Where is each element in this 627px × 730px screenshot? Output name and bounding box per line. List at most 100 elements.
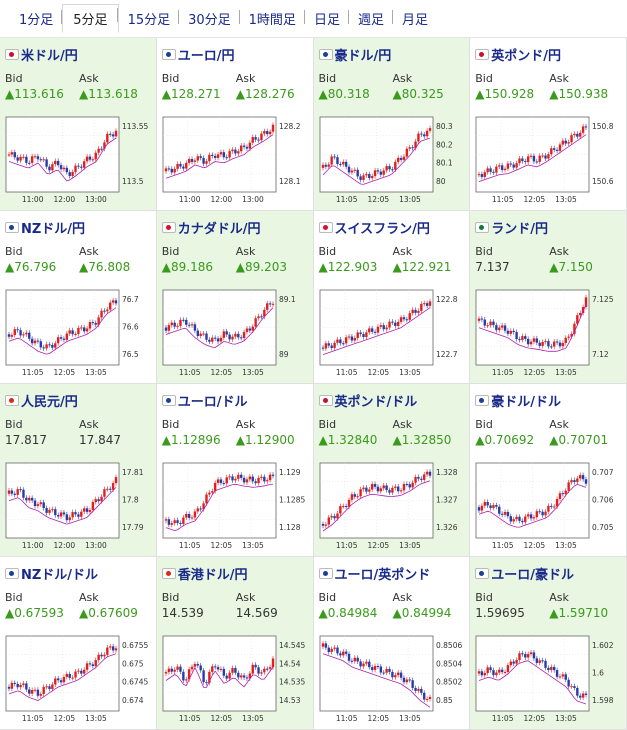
ask-value: ▲0.84994	[392, 606, 452, 620]
ask-value: ▲0.70701	[549, 433, 609, 447]
pair-title-link[interactable]: NZドル/ドル	[5, 564, 98, 583]
pair-card[interactable]: NZドル/ドル Bid Ask ▲0.67593 ▲0.67609 0.6755 0.675…	[0, 557, 157, 730]
pair-card[interactable]: 豪ドル/ドル Bid Ask ▲0.70692 ▲0.70701 0.707 0.706 0.…	[470, 384, 627, 557]
ask-value: ▲122.921	[392, 260, 452, 274]
pair-title-link[interactable]: 豪ドル/円	[318, 45, 392, 64]
x-tick-label: 12:05	[54, 368, 76, 377]
mini-candlestick-chart[interactable]: 113.55 113.5 11:00 12:00 13:00	[4, 114, 154, 206]
x-tick-label: 13:05	[399, 368, 421, 377]
pair-name: ランド/円	[491, 222, 548, 237]
ask-label: Ask	[549, 418, 569, 431]
bid-label: Bid	[5, 591, 23, 604]
pair-title-link[interactable]: ユーロ/ドル	[161, 391, 248, 410]
pair-card[interactable]: ユーロ/英ポンド Bid Ask ▲0.84984 ▲0.84994 0.8506 0.85…	[313, 557, 471, 730]
y-tick-label: 0.8502	[436, 678, 462, 687]
pair-title-link[interactable]: 英ポンド/ドル	[318, 391, 417, 410]
x-tick-label: 11:05	[492, 541, 514, 550]
pair-name: ユーロ/円	[177, 49, 235, 64]
mini-candlestick-chart[interactable]: 80.3 80.2 80.1 80 11:05 12:05 13:05	[318, 114, 468, 206]
pair-title-link[interactable]: 米ドル/円	[5, 45, 78, 64]
flag-icon	[318, 568, 333, 579]
y-tick-label: 14.54	[279, 659, 301, 668]
bid-value: ▲128.271	[161, 87, 221, 101]
pair-card[interactable]: ユーロ/ドル Bid Ask ▲1.12896 ▲1.12900 1.129 1.1285 1…	[156, 384, 314, 557]
ask-label: Ask	[79, 418, 99, 431]
y-tick-label: 80.2	[436, 140, 453, 149]
pair-title-link[interactable]: ユーロ/英ポンド	[318, 564, 430, 583]
pair-title-link[interactable]: 豪ドル/ドル	[475, 391, 561, 410]
y-tick-label: 0.706	[592, 496, 614, 505]
pair-title-link[interactable]: カナダドル/円	[161, 218, 261, 237]
mini-candlestick-chart[interactable]: 76.7 76.6 76.5 11:05 12:05 13:05	[4, 287, 154, 379]
pair-card[interactable]: 英ポンド/ドル Bid Ask ▲1.32840 ▲1.32850 1.328 1.327 1…	[313, 384, 471, 557]
bid-value: ▲1.32840	[318, 433, 378, 447]
pair-title-link[interactable]: ユーロ/豪ドル	[475, 564, 574, 583]
bid-label: Bid	[5, 418, 23, 431]
pair-title-link[interactable]: 香港ドル/円	[161, 564, 248, 583]
x-tick-label: 11:05	[492, 368, 514, 377]
mini-candlestick-chart[interactable]: 17.81 17.8 17.79 11:00 12:00 13:00	[4, 460, 154, 552]
tab-1[interactable]: 1分足	[10, 7, 63, 30]
y-tick-label: 0.8504	[436, 659, 462, 668]
pair-name: 豪ドル/円	[334, 49, 392, 64]
pair-title-link[interactable]: ユーロ/円	[161, 45, 235, 64]
timeframe-tabs: 1分足 5分足 15分足 30分足 1時間足 日足 週足 月足	[0, 0, 627, 38]
y-tick-label: 0.6755	[122, 641, 148, 650]
x-tick-label: 13:05	[399, 195, 421, 204]
pair-card[interactable]: スイスフラン/円 Bid Ask ▲122.903 ▲122.921 122.8 122.7…	[313, 211, 471, 384]
x-tick-label: 11:05	[492, 195, 514, 204]
y-tick-label: 89.1	[279, 295, 296, 304]
tab-6[interactable]: 日足	[305, 7, 349, 30]
pair-card[interactable]: ユーロ/豪ドル Bid Ask 1.59695 ▲1.59710 1.602 1.6 1.59…	[470, 557, 627, 730]
tab-4[interactable]: 30分足	[179, 7, 240, 30]
bid-label: Bid	[5, 245, 23, 258]
pair-card[interactable]: 米ドル/円 Bid Ask ▲113.616 ▲113.618 113.55 113.5 11…	[0, 38, 157, 211]
y-tick-label: 113.5	[122, 177, 144, 186]
mini-candlestick-chart[interactable]: 122.8 122.7 11:05 12:05 13:05	[318, 287, 468, 379]
pair-title-link[interactable]: NZドル/円	[5, 218, 85, 237]
y-tick-label: 1.1285	[279, 496, 305, 505]
tab-2[interactable]: 5分足	[62, 4, 119, 33]
pair-title-link[interactable]: 人民元/円	[5, 391, 78, 410]
bid-value: ▲1.12896	[161, 433, 221, 447]
pair-card[interactable]: ランド/円 Bid Ask 7.137 ▲7.150 7.125 7.12 11:05 12:0…	[470, 211, 627, 384]
tab-3[interactable]: 15分足	[119, 7, 180, 30]
mini-candlestick-chart[interactable]: 1.129 1.1285 1.128 11:05 12:05 13:05	[161, 460, 311, 552]
pair-name: カナダドル/円	[177, 222, 261, 237]
pair-title-link[interactable]: スイスフラン/円	[318, 218, 430, 237]
pair-card[interactable]: ユーロ/円 Bid Ask ▲128.271 ▲128.276 128.2 128.1 11:…	[156, 38, 314, 211]
mini-candlestick-chart[interactable]: 89.1 89 11:05 12:05 13:05	[161, 287, 311, 379]
bid-value: ▲89.186	[161, 260, 213, 274]
pair-card[interactable]: NZドル/円 Bid Ask ▲76.796 ▲76.808 76.7 76.6 76.5 11…	[0, 211, 157, 384]
x-tick-label: 12:05	[210, 541, 232, 550]
y-tick-label: 1.326	[436, 523, 458, 532]
tab-5[interactable]: 1時間足	[240, 7, 306, 30]
bid-label: Bid	[318, 245, 337, 258]
pair-name: NZドル/円	[21, 222, 86, 237]
mini-candlestick-chart[interactable]: 7.125 7.12 11:05 12:05 13:05	[474, 287, 624, 379]
pair-card[interactable]: カナダドル/円 Bid Ask ▲89.186 ▲89.203 89.1 89 11:05 12…	[156, 211, 314, 384]
mini-candlestick-chart[interactable]: 128.2 128.1 11:00 12:00 13:00	[161, 114, 311, 206]
tab-8[interactable]: 月足	[401, 13, 428, 28]
tab-7[interactable]: 週足	[349, 7, 393, 30]
bid-value: 7.137	[475, 260, 510, 274]
mini-candlestick-chart[interactable]: 0.707 0.706 0.705 11:05 12:05 13:05	[474, 460, 624, 552]
pair-card[interactable]: 人民元/円 Bid Ask 17.817 17.847 17.81 17.8 17.79 11:…	[0, 384, 157, 557]
ask-value: 14.569	[235, 606, 278, 620]
ask-label: Ask	[79, 245, 99, 258]
mini-candlestick-chart[interactable]: 150.8 150.6 11:05 12:05 13:05	[474, 114, 624, 206]
pair-card[interactable]: 英ポンド/円 Bid Ask ▲150.928 ▲150.938 150.8 150.6 11…	[470, 38, 627, 211]
bid-label: Bid	[5, 72, 23, 85]
pair-card[interactable]: 香港ドル/円 Bid Ask 14.539 14.569 14.545 14.54 14.53…	[156, 557, 314, 730]
ask-label: Ask	[235, 245, 256, 258]
mini-candlestick-chart[interactable]: 1.328 1.327 1.326 11:05 12:05 13:05	[318, 460, 468, 552]
ask-label: Ask	[79, 591, 99, 604]
pair-title-link[interactable]: ランド/円	[475, 218, 548, 237]
pair-card[interactable]: 豪ドル/円 Bid Ask ▲80.318 ▲80.325 80.3 80.2 80.1 80 1…	[313, 38, 471, 211]
x-tick-label: 12:05	[524, 541, 546, 550]
pair-title-link[interactable]: 英ポンド/円	[475, 45, 561, 64]
